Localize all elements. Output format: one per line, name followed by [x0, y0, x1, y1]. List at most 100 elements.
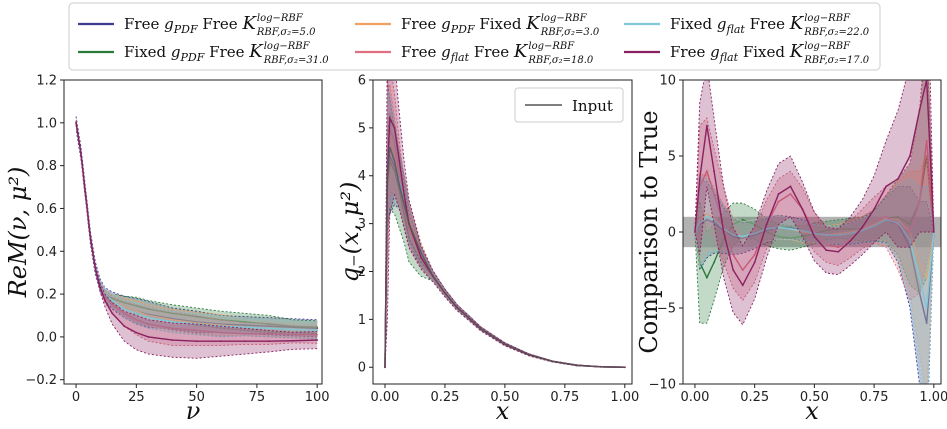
series-point-5: [909, 155, 911, 157]
y-tick-label: −10: [649, 378, 676, 393]
series-point-5: [104, 299, 106, 302]
series-point-5: [316, 339, 319, 342]
series-point-4: [243, 326, 246, 329]
series-point-5: [932, 231, 935, 233]
x-axis-label: x: [805, 397, 819, 425]
y-tick-label: 0.4: [36, 245, 57, 260]
y-tick-label: 0.6: [36, 202, 57, 217]
series-point-3: [268, 332, 270, 335]
series-lower-3: [384, 189, 625, 368]
x-tick-label: 50: [188, 390, 205, 405]
panel-middle: 0.00 0.25 0.50 0.75 1.00 0 1 2 3 4 5 6 x q₋(x, μ²) Inp…: [336, 74, 639, 426]
series-line-1: [694, 155, 935, 280]
series-point-0: [268, 325, 270, 328]
series-point-1: [741, 218, 744, 221]
series-lower-4: [694, 231, 935, 384]
series-point-4: [873, 225, 876, 227]
series-point-5: [292, 339, 294, 342]
series-point-1: [705, 276, 708, 279]
series-point-5: [84, 194, 87, 197]
series-line-5: [75, 122, 318, 342]
series-lower-5: [75, 124, 318, 359]
series-point-5: [698, 177, 701, 180]
series-band-0: [694, 178, 934, 384]
series-point-4: [861, 229, 864, 232]
series-point-1: [316, 326, 319, 329]
series-point-5: [705, 124, 708, 127]
series-point-1: [897, 215, 899, 218]
series-lower-4: [384, 199, 625, 368]
legend-subscript: RBF,σ₂=22.0: [803, 27, 870, 38]
x-tick-label: 1.00: [919, 390, 947, 405]
series-point-2: [135, 310, 138, 313]
series-point-3: [741, 269, 744, 271]
input-legend: Input: [514, 87, 624, 123]
series-lower-5: [384, 193, 625, 368]
x-tick-label: 0.50: [490, 390, 519, 405]
series-point-5: [813, 235, 816, 238]
series-point-3: [393, 141, 396, 144]
series-point-0: [789, 226, 792, 229]
series-point-3: [123, 312, 126, 315]
series-point-5: [171, 339, 174, 342]
series-point-5: [195, 340, 198, 343]
series-point-3: [925, 139, 928, 142]
series-point-3: [292, 333, 294, 336]
series-point-4: [268, 327, 270, 330]
series-point-5: [135, 331, 138, 334]
series-point-4: [909, 238, 911, 241]
series-point-5: [243, 340, 246, 343]
series-point-5: [694, 231, 696, 233]
y-tick-label: 4: [358, 169, 366, 184]
series-point-2: [393, 155, 396, 158]
series-point-1: [420, 261, 422, 263]
series-point-3: [219, 331, 222, 334]
series-point-5: [849, 240, 852, 243]
x-tick-label: 0.00: [371, 390, 400, 405]
series-point-3: [873, 218, 876, 221]
legend-label: Free gflat Free K: [401, 41, 529, 64]
series-point-4: [777, 226, 780, 229]
x-axis-label: ν: [186, 397, 201, 425]
series-point-4: [925, 307, 928, 309]
legend-subscript: RBF,σ₂=17.0: [803, 55, 870, 66]
series-point-5: [801, 208, 804, 211]
series-point-5: [388, 117, 391, 120]
series-upper-4: [694, 176, 935, 233]
panel-right: 0.00 0.25 0.50 0.75 1.00 −10 −5 0 5 10 x Comparison…: [635, 74, 947, 426]
series-point-3: [713, 193, 715, 195]
series-point-5: [94, 267, 97, 270]
series-upper-1: [75, 120, 318, 322]
series-point-4: [885, 218, 887, 221]
series-upper-1: [384, 113, 625, 368]
series-point-5: [99, 286, 102, 289]
legend-label: Free gflat Fixed K: [670, 41, 805, 64]
series-lower-4: [75, 124, 318, 340]
series-point-5: [722, 231, 725, 233]
series-point-1: [722, 238, 725, 241]
y-axis-label: ReM(ν, μ²): [4, 167, 32, 299]
y-tick-label: −0.2: [25, 373, 57, 388]
series-point-5: [885, 185, 887, 188]
legend-frame: [68, 2, 881, 71]
x-axis-label: x: [496, 397, 510, 425]
series-point-3: [918, 200, 921, 203]
y-axis-label: Comparison to True: [635, 110, 663, 353]
x-tick-label: 0.25: [430, 390, 459, 405]
series-point-3: [885, 215, 887, 218]
series-point-5: [897, 177, 899, 180]
series-point-4: [825, 234, 828, 236]
series-point-5: [123, 325, 126, 328]
series-point-3: [147, 323, 150, 325]
y-tick-label: 0: [358, 361, 366, 376]
y-tick-label: 1.2: [36, 74, 57, 89]
series-point-5: [765, 223, 768, 226]
series-point-4: [732, 234, 735, 236]
series-point-5: [219, 340, 222, 343]
plot-area: [75, 116, 319, 359]
series-point-3: [825, 243, 828, 246]
y-tick-label: 6: [358, 74, 366, 89]
plot-area: [384, 80, 626, 369]
x-tick-label: 100: [305, 390, 330, 405]
